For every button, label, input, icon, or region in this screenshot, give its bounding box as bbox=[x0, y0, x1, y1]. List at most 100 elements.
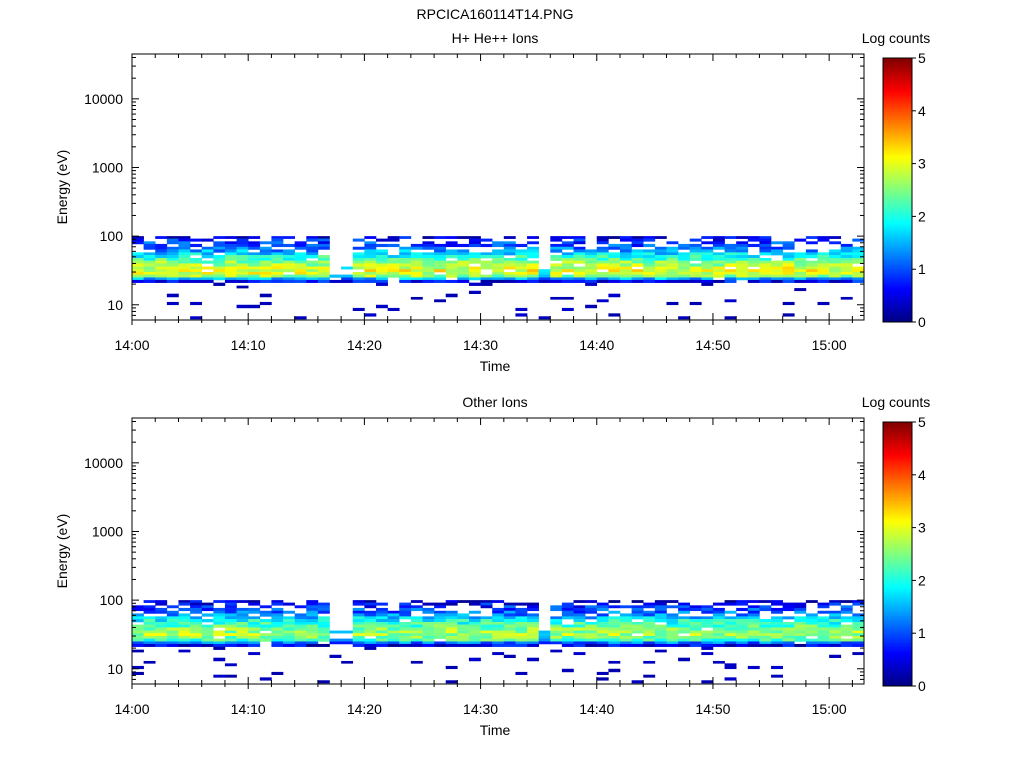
spectrogram-cell bbox=[712, 241, 725, 245]
spectrogram-cell bbox=[132, 255, 144, 259]
spectrogram-cell bbox=[306, 619, 319, 623]
spectrogram-cell bbox=[306, 605, 319, 609]
spectrogram-cell bbox=[701, 633, 714, 637]
y-tick-label: 10000 bbox=[84, 455, 123, 471]
spectrogram-cell bbox=[724, 263, 737, 267]
spectrogram-cell bbox=[236, 616, 249, 620]
spectrogram-cell bbox=[596, 279, 609, 283]
spectrogram-cell bbox=[805, 274, 818, 278]
spectrogram-cell bbox=[364, 252, 377, 256]
spectrogram-cell bbox=[201, 255, 214, 259]
spectrogram-cell bbox=[701, 258, 714, 261]
spectrogram-cell bbox=[224, 630, 237, 634]
spectrogram-cell bbox=[399, 638, 412, 642]
spectrogram-cell bbox=[306, 263, 319, 267]
spectrogram-cell bbox=[666, 636, 679, 639]
spectrogram-cell bbox=[654, 605, 667, 609]
spectrogram-cell bbox=[445, 293, 458, 298]
spectrogram-cell bbox=[678, 269, 691, 273]
spectrogram-cell bbox=[294, 279, 307, 283]
colorbar-tick-label: 1 bbox=[918, 625, 926, 641]
spectrogram-cell bbox=[840, 274, 853, 278]
spectrogram-cell bbox=[620, 236, 632, 239]
spectrogram-cell bbox=[271, 622, 284, 625]
spectrogram-cell bbox=[771, 627, 783, 631]
spectrogram-cell bbox=[608, 313, 621, 317]
spectrogram-cell bbox=[771, 619, 783, 623]
spectrogram-cell bbox=[573, 260, 586, 264]
spectrogram-cell bbox=[364, 643, 377, 647]
spectrogram-cell bbox=[480, 636, 493, 639]
spectrogram-cell bbox=[759, 260, 772, 264]
spectrogram-cell bbox=[445, 274, 458, 278]
colorbar-swatch bbox=[883, 452, 912, 456]
spectrogram-cell bbox=[410, 622, 423, 625]
spectrogram-cell bbox=[596, 641, 609, 645]
spectrogram-cell bbox=[561, 630, 574, 634]
spectrogram-cell bbox=[759, 636, 772, 639]
spectrogram-cell bbox=[817, 616, 830, 620]
spectrogram-cell bbox=[271, 613, 284, 617]
spectrogram-cell bbox=[805, 641, 818, 645]
colorbar-swatch bbox=[883, 455, 912, 458]
spectrogram-cell bbox=[294, 605, 307, 609]
x-tick-label: 14:00 bbox=[114, 337, 149, 353]
spectrogram-cell bbox=[515, 272, 528, 275]
spectrogram-cell bbox=[689, 636, 702, 639]
spectrogram-cell bbox=[573, 627, 586, 631]
colorbar-swatch bbox=[883, 620, 912, 623]
panel-title: H+ He++ Ions bbox=[452, 30, 539, 46]
colorbar-swatch bbox=[883, 104, 912, 107]
spectrogram-cell bbox=[747, 638, 760, 642]
spectrogram-cell bbox=[201, 619, 214, 623]
spectrogram-cell bbox=[317, 241, 330, 245]
spectrogram-cell bbox=[132, 624, 144, 628]
spectrogram-cell bbox=[620, 624, 632, 628]
spectrogram-cell bbox=[143, 633, 156, 637]
colorbar-swatch bbox=[883, 540, 912, 544]
spectrogram-cell bbox=[573, 619, 586, 623]
spectrogram-cell bbox=[631, 258, 644, 261]
spectrogram-cell bbox=[631, 236, 644, 239]
spectrogram-cell bbox=[817, 630, 830, 634]
colorbar-swatch bbox=[883, 512, 912, 515]
spectrogram-cell bbox=[387, 613, 400, 617]
spectrogram-cell bbox=[759, 258, 772, 261]
spectrogram-cell bbox=[224, 643, 237, 647]
spectrogram-cell bbox=[620, 269, 632, 273]
spectrogram-cell bbox=[248, 274, 261, 278]
spectrogram-cell bbox=[608, 616, 621, 620]
spectrogram-cell bbox=[294, 266, 307, 270]
spectrogram-cell bbox=[503, 252, 516, 256]
spectrogram-cell bbox=[294, 274, 307, 278]
spectrogram-cell bbox=[248, 633, 261, 637]
spectrogram-cell bbox=[701, 277, 714, 281]
colorbar-swatch bbox=[883, 494, 912, 498]
colorbar-swatch bbox=[883, 679, 912, 682]
spectrogram-cell bbox=[654, 269, 667, 273]
spectrogram-cell bbox=[132, 263, 144, 267]
spectrogram-cell bbox=[782, 241, 795, 245]
spectrogram-cell bbox=[132, 613, 144, 617]
spectrogram-cell bbox=[829, 636, 842, 639]
spectrogram-cell bbox=[387, 641, 400, 645]
spectrogram-cell bbox=[736, 641, 749, 645]
spectrogram-cell bbox=[236, 643, 249, 647]
spectrogram-cell bbox=[422, 610, 435, 614]
spectrogram-cell bbox=[561, 627, 574, 631]
spectrogram-cell bbox=[480, 260, 493, 264]
colorbar-swatch bbox=[883, 578, 912, 581]
spectrogram-cell bbox=[364, 255, 377, 259]
spectrogram-cell bbox=[561, 602, 574, 606]
spectrogram-cell bbox=[527, 643, 539, 647]
spectrogram-cell bbox=[794, 630, 807, 634]
spectrogram-cell bbox=[434, 260, 447, 264]
spectrogram-cell bbox=[538, 641, 551, 645]
spectrogram-cell bbox=[782, 266, 795, 270]
spectrogram-cell bbox=[701, 279, 714, 283]
spectrogram-cell bbox=[155, 255, 168, 259]
spectrogram-cell bbox=[654, 260, 667, 264]
spectrogram-cell bbox=[224, 616, 237, 620]
spectrogram-cell bbox=[341, 266, 354, 270]
